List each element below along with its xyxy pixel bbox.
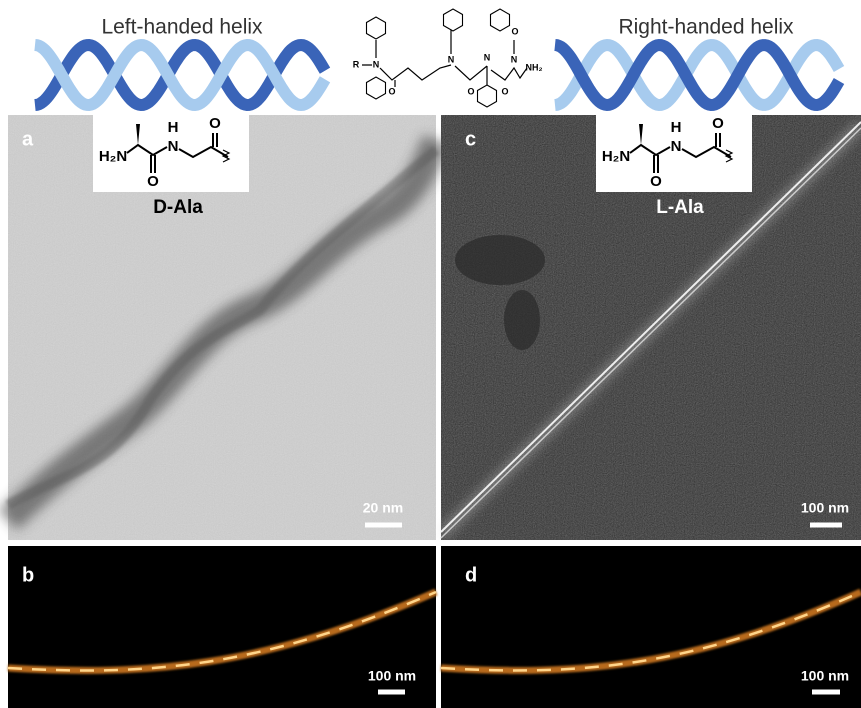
atom-label: O bbox=[209, 115, 221, 132]
afm-image bbox=[441, 546, 861, 708]
panel-label: a bbox=[22, 128, 34, 150]
residue-label: L-Ala bbox=[656, 197, 704, 218]
benzene-ring bbox=[367, 77, 386, 99]
scale-bar-label: 100 nm bbox=[368, 668, 416, 684]
atom-label: H₂N bbox=[602, 148, 630, 165]
atom-label: O bbox=[511, 26, 518, 36]
atom-label: O bbox=[388, 86, 395, 96]
atom-label: N bbox=[511, 54, 518, 64]
panel-label: d bbox=[465, 564, 477, 586]
scale-bar-label: 100 nm bbox=[801, 500, 849, 516]
atom-label: N bbox=[373, 59, 380, 69]
atom-label: N bbox=[484, 52, 491, 62]
residue-label: D-Ala bbox=[153, 197, 203, 218]
atom-label: N bbox=[168, 138, 179, 155]
left-helix-label: Left-handed helix bbox=[101, 16, 263, 39]
atom-label: H₂N bbox=[99, 148, 127, 165]
benzene-ring bbox=[444, 9, 463, 31]
peptoid-structure: R N O N O N O N O NH₂ bbox=[353, 9, 543, 107]
atom-label: O bbox=[467, 86, 474, 96]
panel-label: c bbox=[465, 128, 476, 150]
scale-bar-label: 100 nm bbox=[801, 668, 849, 684]
panel-label: b bbox=[22, 564, 34, 586]
atom-label: R bbox=[353, 59, 360, 69]
atom-label: O bbox=[712, 115, 724, 132]
scale-bar-label: 20 nm bbox=[363, 500, 403, 516]
atom-label: H bbox=[671, 119, 682, 136]
image-texture bbox=[455, 235, 545, 285]
image-texture bbox=[504, 290, 540, 350]
atom-label: O bbox=[650, 173, 662, 190]
benzene-ring bbox=[491, 9, 510, 31]
atom-label: NH₂ bbox=[526, 62, 543, 72]
benzene-ring bbox=[478, 85, 497, 107]
atom-label: O bbox=[147, 173, 159, 190]
atom-label: N bbox=[671, 138, 682, 155]
atom-label: H bbox=[168, 119, 179, 136]
atom-label: N bbox=[448, 54, 455, 64]
figure: Left-handed helix Right-handed helix R N O… bbox=[0, 0, 861, 708]
bonds bbox=[362, 30, 527, 87]
right-helix-label: Right-handed helix bbox=[618, 16, 794, 39]
helix-icons bbox=[35, 45, 839, 105]
panel-d bbox=[441, 546, 861, 708]
atom-label: O bbox=[501, 86, 508, 96]
benzene-ring bbox=[367, 17, 386, 39]
